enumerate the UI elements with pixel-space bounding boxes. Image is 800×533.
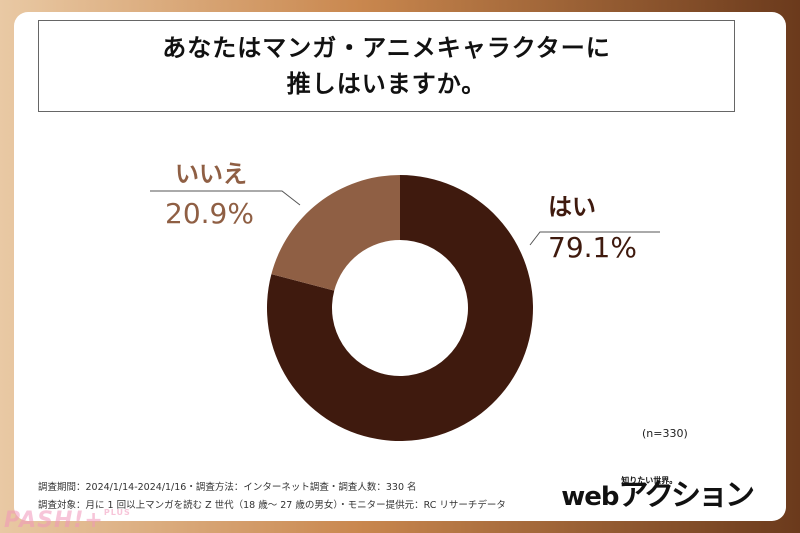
callout-line-1 (150, 190, 301, 206)
survey-target-note: 調査対象：月に 1 回以上マンガを読む Z 世代（18 歳〜 27 歳の男女）・… (38, 500, 506, 511)
donut-slice-0 (266, 175, 533, 442)
survey-period-note: 調査期間：2024/1/14-2024/1/16・調査方法：インターネット調査・… (38, 482, 417, 493)
callout-line-0 (529, 231, 660, 246)
webaction-logo: 知りたい世界。 webアクション (561, 477, 755, 513)
watermark-plus: PLUS (103, 508, 131, 517)
logo-web-text: web (561, 482, 619, 512)
sample-size-note: (n=330) (642, 427, 688, 440)
logo-tagline: 知りたい世界。 (621, 476, 678, 485)
logo-brand-text: アクション (618, 478, 755, 513)
slice-label-0: はい (548, 193, 596, 221)
donut-slice-1 (271, 175, 400, 291)
question-title-box: あなたはマンガ・アニメキャラクターに 推しはいますか。 (38, 20, 735, 112)
slice-value-1: 20.9% (165, 197, 254, 230)
watermark-text: PASH!+ (4, 508, 104, 533)
slice-value-0: 79.1% (548, 231, 637, 264)
pash-plus-watermark: PASH!+PLUS (4, 508, 131, 533)
slice-label-1: いいえ (175, 160, 247, 188)
question-title-line-1: あなたはマンガ・アニメキャラクターに (162, 34, 611, 62)
question-title-line-2: 推しはいますか。 (286, 70, 487, 98)
